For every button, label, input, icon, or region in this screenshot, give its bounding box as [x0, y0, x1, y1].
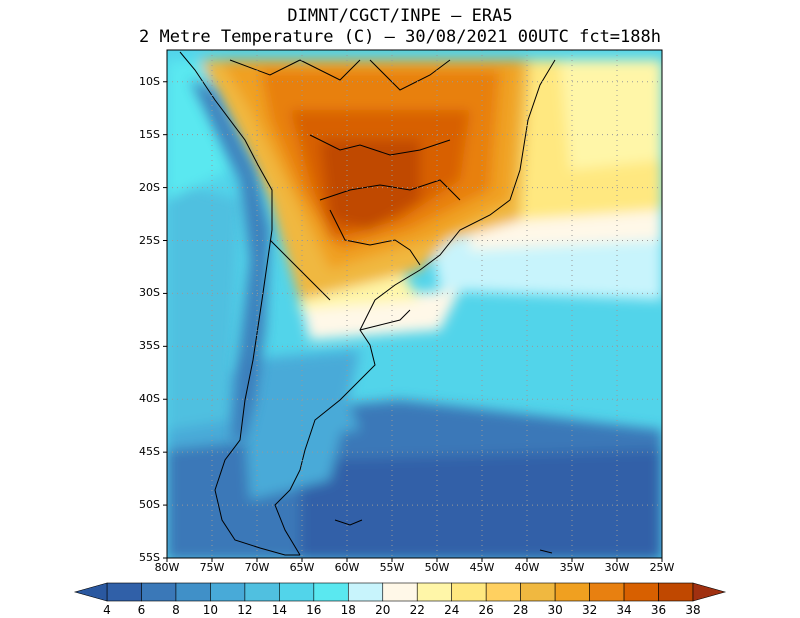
- lat-tick-label: 45S: [139, 445, 160, 459]
- colorbar-tick-label: 8: [172, 603, 180, 617]
- colorbar-swatch: [244, 582, 280, 602]
- colorbar-swatch: [554, 582, 590, 602]
- map-title-line2: 2 Metre Temperature (C) – 30/08/2021 00U…: [139, 27, 661, 47]
- lon-tick-label: 40W: [514, 561, 540, 574]
- lat-tick-label: 10S: [139, 74, 160, 88]
- paraguay-border: [329, 209, 421, 266]
- interior-borders: [309, 134, 461, 201]
- colorbar-tick-label: 30: [547, 603, 563, 617]
- lon-tick-label: 45W: [469, 561, 495, 574]
- lon-tick-label: 55W: [379, 561, 405, 574]
- northern-borders: [229, 59, 451, 91]
- colorbar-tick-label: 28: [513, 603, 529, 617]
- colorbar-swatch: [416, 582, 453, 602]
- colorbar-swatch: [210, 582, 246, 602]
- andes-border: [269, 239, 331, 301]
- colorbar-tick-label: 34: [616, 603, 632, 617]
- lat-tick-label: 55S: [139, 551, 160, 564]
- colorbar-tick-label: 16: [306, 603, 322, 617]
- lon-tick-label: 80W: [154, 561, 180, 574]
- colorbar-max-arrow: [692, 582, 727, 602]
- lon-tick-label: 35W: [559, 561, 585, 574]
- lat-tick-label: 20S: [139, 180, 160, 194]
- colorbar-tick-label: 20: [375, 603, 391, 617]
- colorbar-swatch: [313, 582, 349, 602]
- lat-tick-label: 25S: [139, 233, 160, 247]
- colorbar-swatch: [347, 582, 384, 602]
- colorbar-tick-label: 24: [444, 603, 460, 617]
- axis-ticks: [163, 81, 663, 562]
- colorbar: [73, 582, 727, 602]
- colorbar-swatch: [623, 582, 659, 602]
- colorbar-swatch: [106, 582, 142, 602]
- colorbar-swatch: [279, 582, 315, 602]
- lon-tick-label: 60W: [334, 561, 360, 574]
- falklands: [334, 519, 363, 526]
- colorbar-tick-label: 6: [137, 603, 146, 617]
- lon-tick-label: 70W: [244, 561, 270, 574]
- lat-tick-label: 50S: [139, 498, 160, 512]
- lon-tick-label: 65W: [289, 561, 315, 574]
- colorbar-swatch: [141, 582, 177, 602]
- colorbar-tick-label: 18: [340, 603, 356, 617]
- colorbar-swatch: [382, 582, 418, 602]
- lon-tick-label: 25W: [649, 561, 675, 574]
- lon-tick-label: 75W: [199, 561, 225, 574]
- colorbar-tick-label: 36: [650, 603, 667, 617]
- colorbar-swatch: [451, 582, 487, 602]
- colorbar-tick-label: 12: [237, 603, 253, 617]
- lat-tick-label: 35S: [139, 339, 160, 353]
- uruguay-border: [359, 309, 411, 331]
- lon-tick-label: 30W: [604, 561, 630, 574]
- colorbar-tick-label: 14: [271, 603, 287, 617]
- colorbar-swatch: [520, 582, 556, 602]
- lat-tick-label: 15S: [139, 127, 160, 141]
- colorbar-tick-label: 22: [409, 603, 425, 617]
- colorbar-swatch: [485, 582, 521, 602]
- colorbar-tick-label: 26: [478, 603, 494, 617]
- colorbar-tick-label: 32: [581, 603, 598, 617]
- south-georgia: [539, 549, 553, 554]
- colorbar-tick-label: 38: [685, 603, 701, 617]
- colorbar-tick-label: 10: [202, 603, 219, 617]
- lon-tick-label: 50W: [424, 561, 450, 574]
- colorbar-swatch: [658, 582, 694, 602]
- map-title-line1: DIMNT/CGCT/INPE – ERA5: [287, 6, 513, 26]
- lat-tick-label: 30S: [139, 286, 160, 300]
- lat-tick-label: 40S: [139, 392, 160, 406]
- west-coastline: [179, 51, 300, 556]
- colorbar-min-arrow: [73, 582, 108, 602]
- map-frame: [166, 49, 663, 559]
- colorbar-swatch: [589, 582, 625, 602]
- colorbar-swatch: [175, 582, 211, 602]
- temperature-field: [167, 50, 662, 558]
- colorbar-tick-label: 4: [103, 603, 111, 617]
